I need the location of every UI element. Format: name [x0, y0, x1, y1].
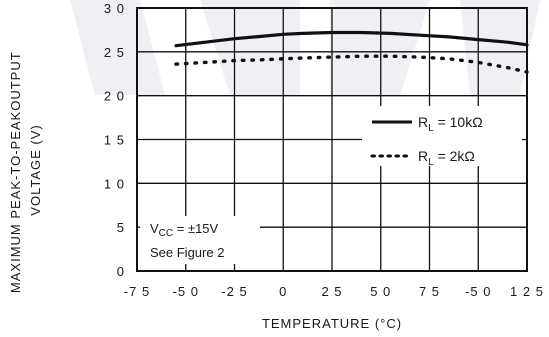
watermark: [70, 0, 540, 95]
plot-frame: [136, 7, 528, 272]
x-tick-label: 1 2 5: [510, 284, 544, 299]
y-axis-label-line-2: VOLTAGE (V): [28, 124, 43, 215]
y-axis-label-line-1: MAXIMUM PEAK-TO-PEAKOUTPUT: [8, 52, 23, 294]
y-tick-label: 2 0: [104, 89, 125, 104]
series-line-0: [174, 30, 529, 48]
vcc-condition: VCC = ±15V: [150, 221, 219, 239]
y-tick-label: 5: [117, 220, 125, 235]
x-axis-label: TEMPERATURE (°C): [262, 316, 402, 331]
x-tick-label: 2 5: [321, 284, 342, 299]
x-tick-label: -2 5: [221, 284, 247, 299]
x-tick-labels: -7 5 -5 0 -2 5 0 2 5 5 0 7 5 -5 0 1 2 5: [124, 284, 544, 299]
legend-entry-rl-10k: RL = 10kΩ: [418, 114, 483, 134]
conditions-box: [140, 216, 260, 264]
legend-entry-rl-2k: RL = 2kΩ: [418, 148, 475, 168]
y-tick-label: 3 0: [104, 1, 125, 16]
y-tick-label: 1 0: [104, 176, 125, 191]
conditions-annotation: VCC = ±15V See Figure 2: [140, 216, 260, 264]
x-tick-label: -7 5: [124, 284, 150, 299]
series-line-1: [174, 54, 529, 74]
see-figure-note: See Figure 2: [150, 245, 224, 260]
x-tick-label: 7 5: [419, 284, 440, 299]
x-tick-label: -5 0: [173, 284, 199, 299]
y-tick-label: 0: [117, 264, 125, 279]
legend: RL = 10kΩ RL = 2kΩ: [362, 106, 522, 168]
y-tick-label: 1 5: [104, 133, 125, 148]
series-layer: [174, 30, 529, 74]
x-tick-label: -5 0: [465, 284, 491, 299]
y-axis-label: MAXIMUM PEAK-TO-PEAKOUTPUT VOLTAGE (V): [8, 47, 43, 293]
x-tick-label: 0: [279, 284, 287, 299]
x-tick-label: 5 0: [370, 284, 391, 299]
y-tick-labels: 0 5 1 0 1 5 2 0 2 5 3 0: [104, 1, 125, 279]
y-tick-label: 2 5: [104, 45, 125, 60]
